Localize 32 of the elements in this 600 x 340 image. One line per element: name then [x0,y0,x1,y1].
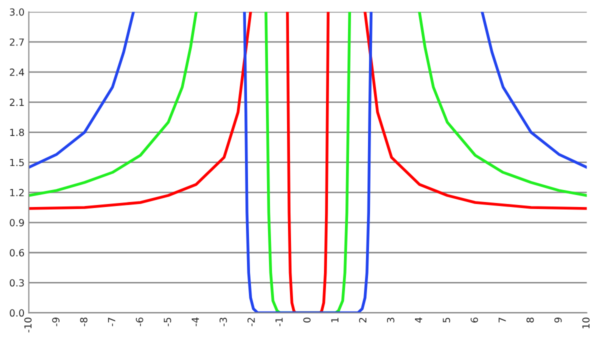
x-tick-label: 1 [331,318,338,322]
y-tick-label: 0.3 [10,279,24,287]
x-tick-label: 5 [442,318,450,322]
x-tick-label: 3 [386,318,394,322]
x-tick-label: -3 [220,318,227,326]
x-tick-label: -8 [80,318,88,326]
y-tick-label: 1.8 [10,128,24,136]
x-tick-label: 9 [554,318,562,323]
x-tick-label: 8 [526,318,534,322]
y-tick-label: 0.6 [10,249,24,256]
y-tick-label: 2.4 [10,68,24,76]
y-tick-label: 0.0 [10,309,24,317]
x-tick-label: -6 [136,318,144,326]
x-tick-label: -4 [192,318,199,326]
y-tick-label: 1.5 [10,158,24,166]
x-tick-label: -9 [52,318,60,326]
x-tick-label: 7 [498,318,506,322]
y-tick-label: 2.1 [10,98,24,106]
x-tick-label: -7 [108,318,116,326]
x-tick-label: 10 [582,318,590,328]
x-tick-label: 2 [359,318,366,322]
x-tick-label: -1 [275,318,283,326]
y-tick-label: 3.0 [10,8,24,16]
x-tick-label: 4 [414,318,422,323]
x-tick-label: 6 [470,318,478,322]
x-tick-label: -5 [164,318,172,326]
x-tick-label: -10 [24,318,32,332]
y-tick-label: 0.9 [10,219,24,226]
y-tick-label: 2.7 [10,38,24,46]
y-tick-label: 1.2 [10,188,24,196]
x-tick-label: -2 [247,318,255,326]
x-tick-label: 0 [303,318,311,323]
